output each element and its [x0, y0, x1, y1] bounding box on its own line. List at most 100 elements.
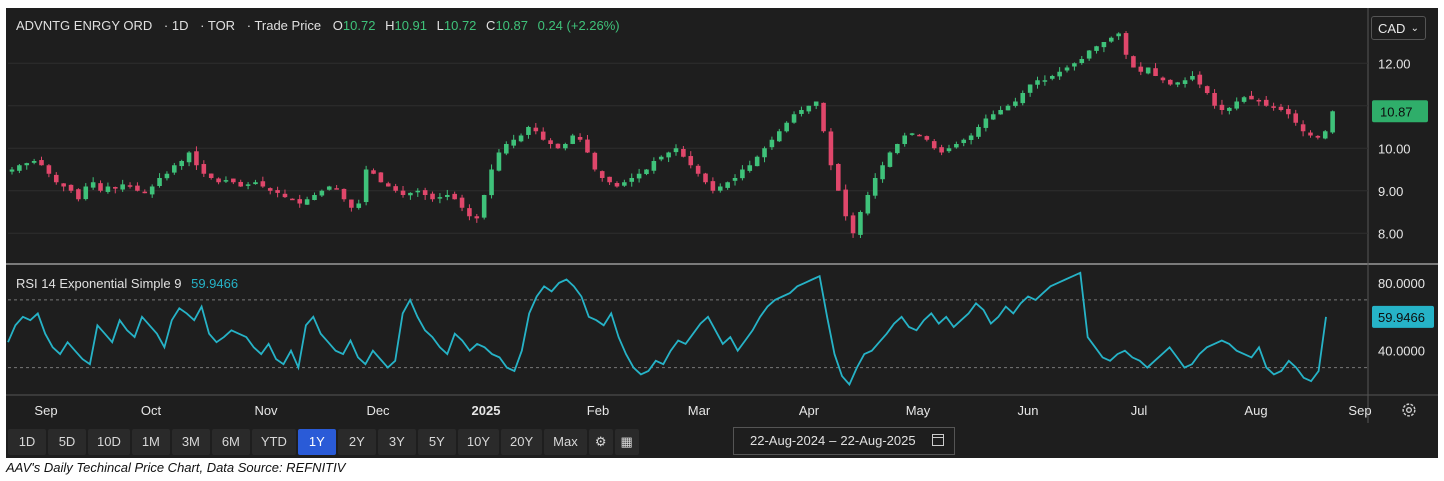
- candle: [599, 171, 605, 178]
- candle: [1293, 113, 1299, 123]
- candle: [695, 165, 701, 174]
- candle: [275, 190, 280, 193]
- range-button-10y[interactable]: 10Y: [457, 429, 499, 455]
- range-button-max[interactable]: Max: [544, 429, 587, 455]
- candle: [747, 165, 753, 171]
- range-button-ytd[interactable]: YTD: [251, 429, 296, 455]
- figure-caption: AAV's Daily Techincal Price Chart, Data …: [6, 460, 346, 475]
- candle: [245, 184, 251, 186]
- candle: [120, 184, 125, 190]
- gear-icon[interactable]: ⚙: [588, 429, 613, 455]
- candle: [83, 186, 89, 200]
- x-axis-label: Sep: [34, 403, 57, 418]
- candle: [194, 151, 199, 166]
- candle: [1064, 67, 1070, 71]
- candle: [24, 163, 30, 166]
- rsi-header: RSI 14 Exponential Simple 9 59.9466: [16, 276, 238, 291]
- range-button-1y[interactable]: 1Y: [297, 429, 336, 455]
- rsi-last-badge: [1372, 305, 1434, 328]
- candle: [725, 182, 730, 188]
- candle: [1330, 111, 1335, 133]
- candle: [968, 135, 974, 140]
- range-button-1m[interactable]: 1M: [131, 429, 170, 455]
- candle: [127, 185, 133, 187]
- date-to: 22-Aug-2025: [840, 433, 916, 448]
- candle: [902, 135, 907, 145]
- candle: [1094, 46, 1099, 51]
- price-type-label: Trade Price: [254, 18, 322, 33]
- calendar-icon: [932, 434, 944, 446]
- candle: [777, 131, 782, 142]
- candle: [607, 176, 612, 183]
- candle: [422, 190, 428, 195]
- gear-icon[interactable]: [1400, 401, 1418, 419]
- range-button-5d[interactable]: 5D: [48, 429, 86, 455]
- range-button-1d[interactable]: 1D: [8, 429, 46, 455]
- candle: [895, 144, 900, 154]
- data-table-icon[interactable]: ▦: [614, 429, 639, 455]
- range-toolbar: 1D 5D 10D 1M 3M 6M YTD 1Y 2Y 3Y 5Y 10Y 20Y Max ⚙ ▦: [8, 429, 639, 455]
- candle: [1322, 131, 1328, 139]
- candle: [238, 181, 243, 187]
- candle: [1219, 104, 1225, 110]
- x-axis-label: Dec: [366, 403, 390, 418]
- candle: [371, 170, 376, 174]
- candle: [518, 135, 524, 142]
- candle: [201, 164, 207, 174]
- chart-canvas[interactable]: 12.00 10.00 9.00 8.00 10.87 80.0000 40.0000 59.…: [6, 8, 1438, 423]
- range-button-3m[interactable]: 3M: [171, 429, 210, 455]
- candle: [799, 110, 804, 114]
- candle: [548, 140, 553, 144]
- x-axis-label: Mar: [688, 403, 711, 418]
- range-button-6m[interactable]: 6M: [211, 429, 250, 455]
- date-range-picker[interactable]: 22-Aug-2024–22-Aug-2025: [733, 427, 955, 455]
- candle: [1020, 93, 1026, 104]
- candle: [504, 144, 509, 154]
- chart-panel: 12.00 10.00 9.00 8.00 10.87 80.0000 40.0000 59.…: [6, 8, 1438, 458]
- candle: [946, 148, 952, 152]
- candle: [1175, 82, 1180, 85]
- candle: [415, 190, 421, 193]
- candle: [1160, 77, 1166, 81]
- candle: [481, 195, 487, 218]
- price-tick-label: 10.00: [1378, 141, 1411, 156]
- candle: [474, 216, 480, 219]
- candle: [179, 161, 184, 167]
- candle: [813, 101, 819, 106]
- candle: [61, 183, 66, 187]
- rsi-value: 59.9466: [191, 276, 239, 291]
- candle: [312, 195, 317, 200]
- candle: [467, 208, 472, 217]
- rsi-tick-label: 40.0000: [1378, 344, 1425, 359]
- candle: [1197, 74, 1203, 85]
- range-button-5y[interactable]: 5Y: [417, 429, 456, 455]
- currency-select[interactable]: CAD ⌄: [1371, 16, 1426, 40]
- candle: [1027, 84, 1033, 93]
- candle: [1013, 101, 1018, 106]
- x-axis-label: Sep: [1348, 403, 1371, 418]
- range-button-20y[interactable]: 20Y: [501, 429, 543, 455]
- x-axis-label: May: [906, 403, 931, 418]
- candle: [688, 156, 694, 166]
- range-button-10d[interactable]: 10D: [88, 429, 130, 455]
- last-price-badge: [1372, 100, 1428, 123]
- candle: [1190, 76, 1195, 80]
- candle: [828, 131, 834, 166]
- candle: [577, 136, 583, 140]
- candle: [326, 186, 332, 190]
- candle: [149, 186, 155, 195]
- candle: [142, 191, 148, 194]
- candle: [511, 139, 516, 146]
- candle: [437, 197, 443, 199]
- candle: [585, 139, 590, 153]
- high-label: H: [385, 18, 395, 33]
- candle: [636, 173, 642, 179]
- range-button-2y[interactable]: 2Y: [337, 429, 376, 455]
- candle: [408, 192, 413, 196]
- candle: [1101, 42, 1107, 48]
- interval-label: 1D: [171, 18, 189, 33]
- candle: [489, 169, 494, 196]
- candle: [821, 102, 826, 132]
- candle: [172, 165, 177, 173]
- range-button-3y[interactable]: 3Y: [377, 429, 416, 455]
